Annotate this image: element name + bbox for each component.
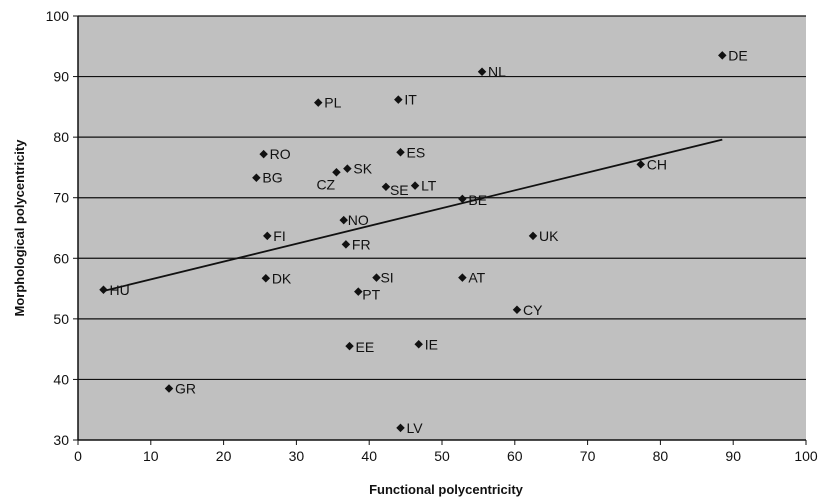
- point-it: [394, 95, 403, 104]
- point-label-si: SI: [380, 270, 393, 286]
- point-no: [339, 215, 348, 225]
- trendline: [103, 138, 723, 292]
- y-tick-label: 60: [53, 250, 69, 266]
- point-label-fr: FR: [352, 236, 371, 252]
- x-tick-label: 100: [794, 448, 818, 464]
- point-fi: [263, 231, 272, 241]
- point-ie: [414, 340, 423, 349]
- point-fr: [341, 240, 351, 249]
- x-tick-label: 70: [580, 448, 596, 464]
- point-label-cy: CY: [523, 302, 543, 318]
- y-tick-label: 100: [46, 8, 70, 24]
- point-label-it: IT: [404, 92, 417, 108]
- point-label-ro: RO: [270, 146, 291, 162]
- point-label-dk: DK: [272, 270, 292, 286]
- point-label-nl: NL: [488, 64, 506, 80]
- point-label-pl: PL: [324, 95, 341, 111]
- y-tick-label: 40: [53, 371, 69, 387]
- x-tick-label: 0: [74, 448, 82, 464]
- x-tick-label: 20: [216, 448, 232, 464]
- point-si: [372, 273, 381, 282]
- point-nl: [477, 67, 487, 76]
- point-label-fi: FI: [273, 228, 285, 244]
- point-label-de: DE: [728, 47, 747, 63]
- x-tick-label: 90: [725, 448, 741, 464]
- y-tick-label: 80: [53, 129, 69, 145]
- point-dk: [261, 274, 271, 283]
- point-label-cz: CZ: [316, 176, 335, 192]
- x-tick-label: 50: [434, 448, 450, 464]
- point-pl: [313, 98, 323, 107]
- point-be: [458, 194, 467, 204]
- point-label-sk: SK: [353, 161, 372, 177]
- x-tick-label: 80: [653, 448, 669, 464]
- point-ee: [345, 341, 354, 351]
- point-label-lv: LV: [407, 420, 424, 436]
- point-label-gr: GR: [175, 381, 196, 397]
- y-tick-label: 50: [53, 311, 69, 327]
- y-axis-title: Morphological polycentricity: [12, 139, 27, 317]
- point-label-es: ES: [407, 144, 426, 160]
- y-tick-label: 70: [53, 190, 69, 206]
- point-cy: [512, 305, 522, 315]
- point-label-hu: HU: [109, 282, 129, 298]
- x-axis-title: Functional polycentricity: [369, 482, 524, 497]
- y-tick-label: 30: [53, 432, 69, 448]
- x-tick-label: 40: [361, 448, 377, 464]
- point-label-ee: EE: [356, 339, 375, 355]
- point-label-uk: UK: [539, 228, 559, 244]
- point-lt: [410, 181, 420, 190]
- gridlines: [77, 15, 806, 441]
- point-cz: [332, 168, 341, 177]
- point-pt: [354, 287, 363, 296]
- point-label-se: SE: [390, 182, 409, 198]
- y-axis-ticks: 30 40 50 60 70 80 90 100: [46, 8, 78, 448]
- point-label-pt: PT: [362, 287, 380, 303]
- point-at: [458, 273, 467, 282]
- x-axis-ticks: 0 10 20 30 40 50 60 70 80 90 100: [74, 440, 818, 464]
- point-label-lt: LT: [421, 178, 437, 194]
- point-ro: [259, 149, 268, 159]
- point-label-ie: IE: [425, 336, 438, 352]
- point-se: [381, 182, 391, 192]
- x-tick-label: 60: [507, 448, 523, 464]
- point-lv: [396, 423, 405, 433]
- point-label-be: BE: [468, 192, 487, 208]
- point-label-no: NO: [348, 212, 369, 228]
- point-label-ch: CH: [647, 156, 667, 172]
- point-es: [396, 148, 405, 157]
- x-tick-label: 30: [289, 448, 305, 464]
- plot-area: [78, 16, 806, 440]
- point-label-bg: BG: [262, 170, 282, 186]
- x-tick-label: 10: [143, 448, 159, 464]
- y-tick-label: 90: [53, 69, 69, 85]
- point-gr: [164, 384, 174, 393]
- point-label-at: AT: [468, 270, 485, 286]
- point-hu: [99, 285, 108, 295]
- point-sk: [343, 164, 352, 173]
